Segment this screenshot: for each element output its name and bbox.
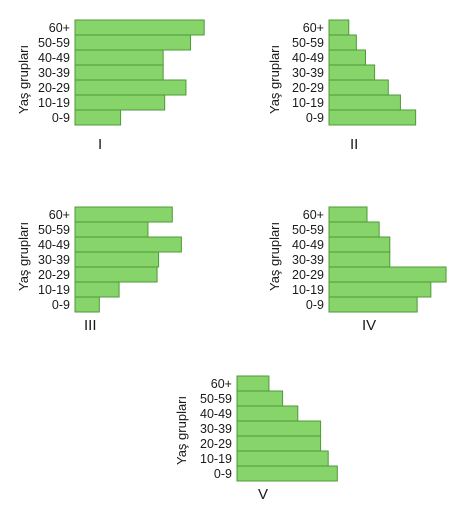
y-tick-label: 40-49: [38, 51, 70, 65]
bar-40-49: [236, 405, 299, 422]
y-tick-label: 40-49: [38, 238, 70, 252]
bar-0-9: [236, 465, 338, 482]
y-tick-label: 30-39: [292, 253, 324, 267]
y-tick-label: 10-19: [38, 96, 70, 110]
chart-panel-3: Yaş grupları 60+ 50-59 40-49 30-39 20-29 10-1…: [8, 201, 238, 361]
y-tick-label: 0-9: [214, 467, 232, 481]
y-tick-label: 50-59: [292, 36, 324, 50]
bar-60+: [74, 206, 173, 223]
bar-50-59: [328, 221, 380, 238]
y-tick-label: 60+: [211, 377, 232, 391]
bar-30-39: [74, 251, 160, 268]
bar-10-19: [74, 281, 120, 298]
bar-40-49: [74, 49, 164, 66]
chart-label: IV: [362, 317, 377, 334]
y-tick-label: 20-29: [292, 81, 324, 95]
bar-20-29: [74, 266, 158, 283]
bar-30-39: [236, 420, 322, 437]
y-tick-label: 60+: [303, 208, 324, 222]
chart-panel-1: Yaş grupları 60+ 50-59 40-49 30-39 20-29 10-1…: [8, 14, 238, 174]
bar-0-9: [74, 296, 100, 313]
y-tick-label: 30-39: [292, 66, 324, 80]
bar-10-19: [236, 450, 329, 467]
chart-panel-5: Yaş grupları 60+ 50-59 40-49 30-39 20-29 10-1…: [170, 370, 400, 530]
bar-10-19: [328, 281, 432, 298]
y-tick-label: 10-19: [292, 283, 324, 297]
chart-label: I: [98, 136, 103, 153]
y-tick-label: 40-49: [200, 407, 232, 421]
y-tick-label: 20-29: [38, 268, 70, 282]
bar-0-9: [328, 109, 417, 126]
bar-50-59: [74, 221, 149, 238]
y-tick-label: 60+: [49, 208, 70, 222]
bar-50-59: [74, 34, 192, 51]
y-tick-label: 60+: [49, 21, 70, 35]
bar-60+: [236, 375, 270, 392]
bar-0-9: [74, 109, 122, 126]
chart-label: II: [350, 136, 359, 153]
bar-0-9: [328, 296, 418, 313]
bar-40-49: [74, 236, 182, 253]
y-tick-label: 40-49: [292, 238, 324, 252]
y-tick-label: 0-9: [306, 111, 324, 125]
y-tick-label: 10-19: [38, 283, 70, 297]
bar-30-39: [328, 64, 376, 81]
y-tick-label: 40-49: [292, 51, 324, 65]
chart-panel-4: Yaş grupları 60+ 50-59 40-49 30-39 20-29 10-1…: [262, 201, 459, 361]
bar-60+: [328, 206, 368, 223]
bar-40-49: [328, 49, 366, 66]
y-tick-label: 20-29: [200, 437, 232, 451]
y-tick-label: 50-59: [292, 223, 324, 237]
y-tick-label: 20-29: [292, 268, 324, 282]
bar-20-29: [328, 79, 389, 96]
bar-50-59: [236, 390, 284, 407]
bar-40-49: [328, 236, 391, 253]
bar-10-19: [328, 94, 401, 111]
y-tick-label: 30-39: [38, 66, 70, 80]
y-tick-label: 10-19: [200, 452, 232, 466]
y-tick-label: 30-39: [38, 253, 70, 267]
y-tick-label: 50-59: [200, 392, 232, 406]
bar-20-29: [328, 266, 447, 283]
chart-label: III: [84, 317, 97, 334]
bar-60+: [74, 19, 205, 36]
chart-panel-2: Yaş grupları 60+ 50-59 40-49 30-39 20-29 10-1…: [262, 14, 459, 174]
chart-label: V: [258, 486, 269, 503]
bar-50-59: [328, 34, 357, 51]
bar-30-39: [74, 64, 164, 81]
bar-10-19: [74, 94, 166, 111]
y-tick-label: 50-59: [38, 36, 70, 50]
y-tick-label: 0-9: [52, 111, 70, 125]
bar-30-39: [328, 251, 391, 268]
bar-60+: [328, 19, 350, 36]
y-tick-label: 50-59: [38, 223, 70, 237]
bar-20-29: [74, 79, 187, 96]
y-tick-label: 60+: [303, 21, 324, 35]
y-tick-label: 10-19: [292, 96, 324, 110]
y-tick-label: 0-9: [52, 298, 70, 312]
y-tick-label: 30-39: [200, 422, 232, 436]
bar-20-29: [236, 435, 322, 452]
y-tick-label: 20-29: [38, 81, 70, 95]
y-tick-label: 0-9: [306, 298, 324, 312]
